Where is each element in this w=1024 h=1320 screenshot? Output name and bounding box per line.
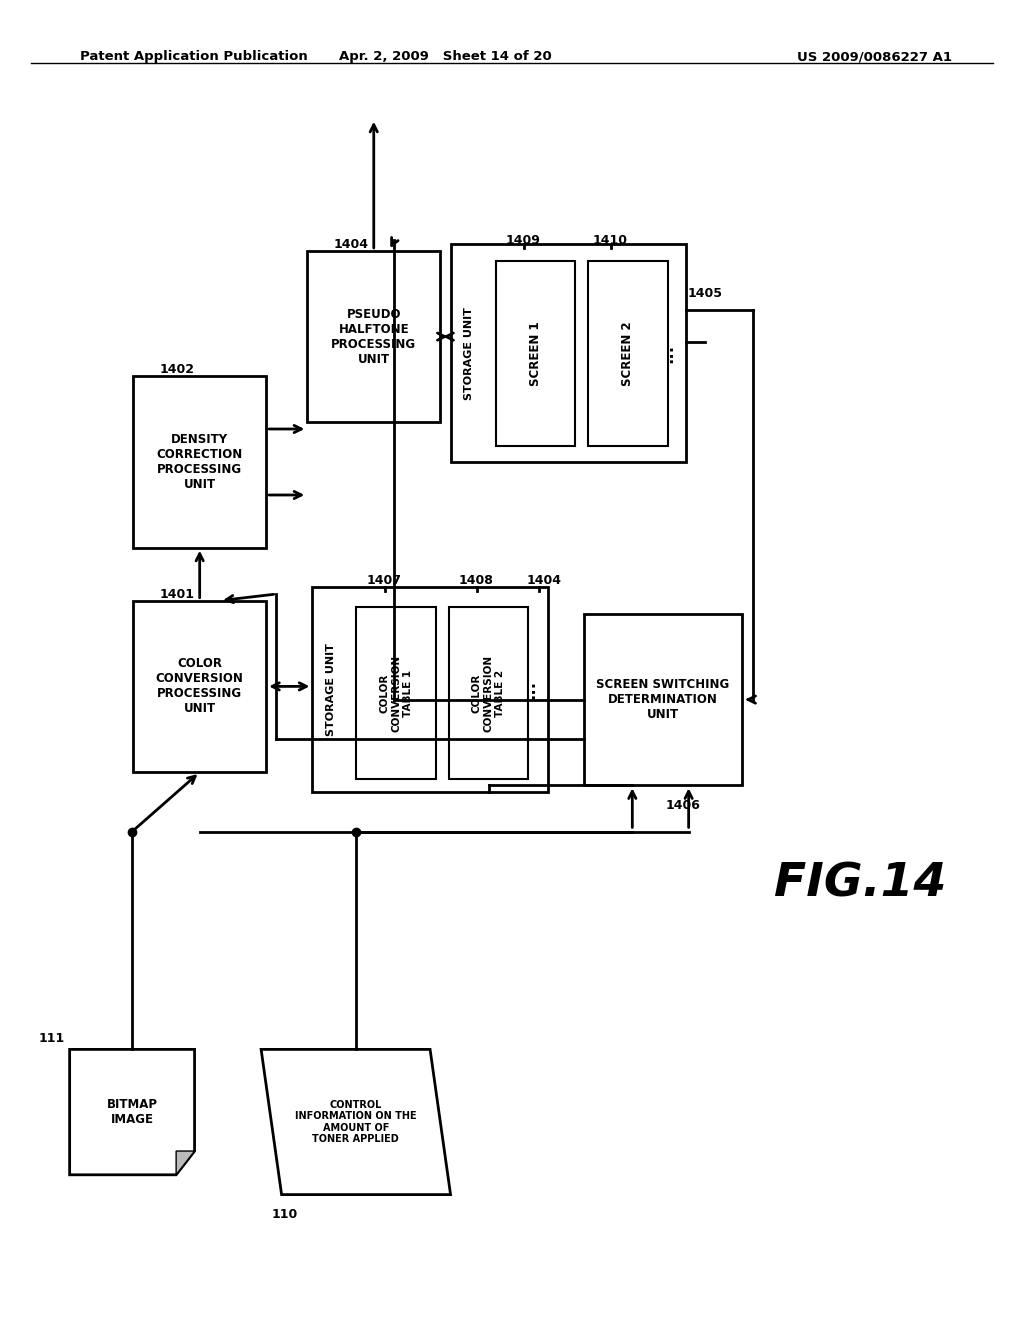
Text: SCREEN SWITCHING
DETERMINATION
UNIT: SCREEN SWITCHING DETERMINATION UNIT (596, 678, 730, 721)
FancyBboxPatch shape (133, 376, 266, 548)
Text: STORAGE UNIT: STORAGE UNIT (326, 643, 336, 737)
Text: CONTROL
INFORMATION ON THE
AMOUNT OF
TONER APPLIED: CONTROL INFORMATION ON THE AMOUNT OF TON… (295, 1100, 417, 1144)
Text: DENSITY
CORRECTION
PROCESSING
UNIT: DENSITY CORRECTION PROCESSING UNIT (157, 433, 243, 491)
Text: 1405: 1405 (687, 286, 722, 300)
Text: 111: 111 (38, 1032, 65, 1045)
Text: FIG.14: FIG.14 (774, 862, 946, 907)
Text: 1402: 1402 (160, 363, 195, 376)
Text: 1410: 1410 (593, 234, 628, 247)
Text: 1409: 1409 (506, 234, 541, 247)
Text: COLOR
CONVERSION
PROCESSING
UNIT: COLOR CONVERSION PROCESSING UNIT (156, 657, 244, 715)
Polygon shape (176, 1151, 195, 1175)
Text: 1407: 1407 (367, 574, 401, 587)
Text: US 2009/0086227 A1: US 2009/0086227 A1 (798, 50, 952, 63)
Polygon shape (261, 1049, 451, 1195)
Text: PSEUDO
HALFTONE
PROCESSING
UNIT: PSEUDO HALFTONE PROCESSING UNIT (331, 308, 417, 366)
Text: 1408: 1408 (459, 574, 494, 587)
Text: COLOR
CONVERSION
TABLE 2: COLOR CONVERSION TABLE 2 (472, 655, 505, 731)
Text: 1404: 1404 (334, 238, 369, 251)
FancyBboxPatch shape (451, 244, 686, 462)
Text: SCREEN 1: SCREEN 1 (529, 322, 542, 385)
Text: SCREEN 2: SCREEN 2 (622, 322, 634, 385)
FancyBboxPatch shape (356, 607, 436, 779)
Text: 1406: 1406 (666, 799, 700, 812)
Text: Apr. 2, 2009   Sheet 14 of 20: Apr. 2, 2009 Sheet 14 of 20 (339, 50, 552, 63)
Text: 110: 110 (271, 1208, 298, 1221)
FancyBboxPatch shape (496, 261, 575, 446)
Text: BITMAP
IMAGE: BITMAP IMAGE (106, 1098, 158, 1126)
FancyBboxPatch shape (588, 261, 668, 446)
Text: Patent Application Publication: Patent Application Publication (80, 50, 307, 63)
FancyBboxPatch shape (584, 614, 742, 785)
FancyBboxPatch shape (312, 587, 548, 792)
Text: 1401: 1401 (160, 587, 195, 601)
Text: STORAGE UNIT: STORAGE UNIT (464, 306, 474, 400)
Text: COLOR
CONVERSION
TABLE 1: COLOR CONVERSION TABLE 1 (380, 655, 413, 731)
FancyBboxPatch shape (307, 251, 440, 422)
Text: ...: ... (520, 680, 539, 700)
Text: 1404: 1404 (526, 574, 561, 587)
FancyBboxPatch shape (449, 607, 528, 779)
FancyBboxPatch shape (133, 601, 266, 772)
Text: ...: ... (658, 343, 677, 363)
Polygon shape (70, 1049, 195, 1175)
